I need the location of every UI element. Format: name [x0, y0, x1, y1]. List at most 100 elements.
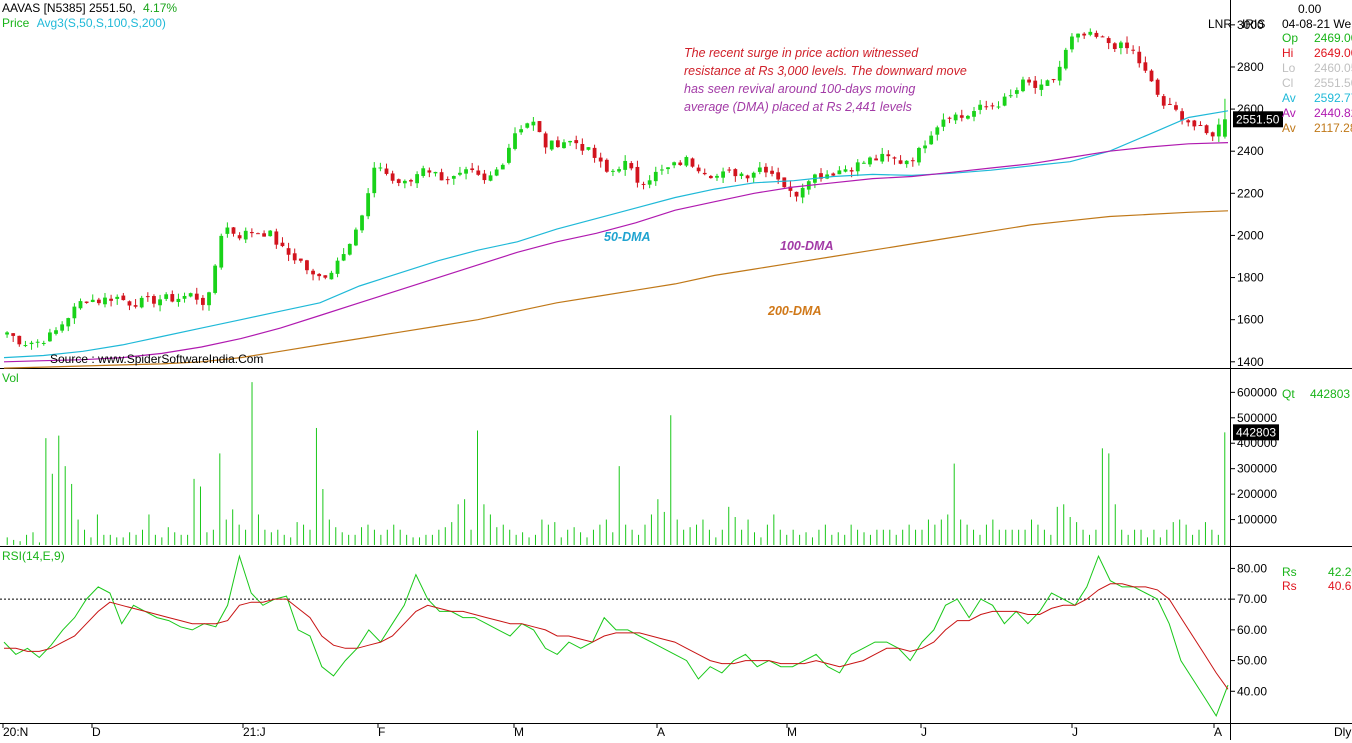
candle-body	[317, 273, 322, 277]
lnr-toggle[interactable]: LNR	[1208, 17, 1233, 31]
candle-body	[323, 275, 328, 278]
rsi-panel-label: RSI(14,E,9)	[2, 549, 65, 563]
candle-body	[592, 147, 597, 158]
candle-body	[17, 335, 22, 345]
candle-body	[1137, 51, 1142, 64]
candle-body	[1094, 32, 1099, 37]
candle-body	[188, 293, 193, 297]
candle-body	[11, 333, 16, 336]
candle-body	[482, 173, 487, 181]
candle-body	[966, 115, 970, 119]
candle-body	[158, 299, 162, 306]
candle-body	[35, 341, 40, 343]
dma100-label: 100-DMA	[780, 239, 834, 253]
candle-body	[54, 330, 58, 334]
ohlc-value: 2469.00	[1314, 31, 1352, 45]
candle-body	[48, 332, 52, 342]
price-panel	[3, 28, 1229, 369]
candle-body	[243, 230, 248, 240]
candle-body	[1216, 124, 1221, 137]
candle-body	[1039, 84, 1044, 90]
candle-body	[959, 115, 964, 118]
candle-body	[972, 111, 976, 117]
ohlc-key: Av	[1282, 91, 1296, 105]
candle-body	[1174, 105, 1178, 110]
candle-body	[953, 114, 958, 121]
candle-body	[690, 158, 695, 167]
rsi-value-1: 42.20	[1328, 565, 1352, 579]
candle-body	[194, 293, 199, 300]
rsi-y-tick-label: 70.00	[1237, 592, 1267, 606]
candle-body	[421, 168, 426, 176]
candle-body	[715, 175, 719, 178]
candle-body	[666, 167, 670, 170]
candle-body	[78, 301, 83, 309]
ohlc-value: 2649.00	[1314, 46, 1352, 60]
candle-body	[855, 162, 860, 172]
candle-body	[360, 215, 364, 231]
x-axis-tick-label: J	[1072, 725, 1078, 739]
candle-body	[109, 298, 113, 301]
candle-body	[1100, 36, 1105, 38]
candle-body	[274, 231, 279, 245]
candle-body	[843, 169, 848, 172]
source-credit: Source : www.SpiderSoftwareIndia.Com	[50, 352, 264, 366]
indicator-params: Avg3(S,50,S,100,S,200)	[36, 16, 166, 30]
candle-body	[237, 235, 242, 239]
candle-body	[641, 183, 646, 185]
interval-daily[interactable]: Dly	[1334, 725, 1352, 739]
ohlc-row-av: Av 2440.82	[1282, 106, 1352, 120]
candle-body	[133, 305, 138, 307]
candle-body	[1088, 31, 1093, 35]
ohlc-value: 2551.50	[1314, 76, 1352, 90]
candle-body	[1223, 119, 1227, 137]
candle-body	[115, 296, 120, 299]
ohlc-value: 2440.82	[1314, 106, 1352, 120]
candle-body	[201, 297, 205, 305]
rsi-key-2: Rs	[1282, 579, 1297, 593]
candle-body	[41, 342, 46, 344]
volume-qt-readout: Qt 442803	[1282, 387, 1350, 401]
candle-body	[121, 295, 126, 301]
percent-change: 4.17%	[143, 1, 178, 15]
candle-body	[935, 127, 940, 135]
candle-body	[978, 104, 983, 110]
candle-body	[1186, 120, 1191, 123]
x-axis-tick-label: 21:J	[243, 725, 266, 739]
candle-body	[139, 297, 144, 308]
date-readout: 04-08-21 We	[1282, 17, 1352, 31]
candle-body	[262, 233, 266, 237]
ohlc-row-av: Av 2592.77	[1282, 91, 1352, 105]
volume-panel-label: Vol	[2, 371, 19, 385]
last-price-tag-label: 2551.50	[1236, 112, 1280, 126]
candle-body	[745, 175, 750, 179]
candle-body	[176, 298, 181, 303]
x-axis-tick-label: M	[787, 725, 797, 739]
candle-body	[488, 175, 493, 181]
candle-body	[531, 121, 536, 126]
candle-body	[923, 145, 927, 149]
candle-body	[402, 180, 407, 184]
last-price: 2551.50,	[88, 1, 136, 15]
candle-body	[849, 170, 854, 172]
candle-body	[427, 170, 432, 173]
candle-body	[647, 180, 652, 185]
dma50-label: 50-DMA	[604, 230, 651, 244]
candle-body	[390, 173, 395, 181]
analyst-annotation: The recent surge in price action witness…	[684, 44, 1014, 116]
iris-toggle[interactable]: IRIS	[1242, 17, 1266, 31]
candle-body	[880, 153, 885, 162]
ohlc-key: Av	[1282, 121, 1296, 135]
candle-body	[494, 169, 499, 176]
volume-tag-label: 442803	[1236, 425, 1276, 439]
ohlc-key: Hi	[1282, 46, 1294, 60]
candle-body	[1198, 125, 1203, 127]
x-axis-tick-label: F	[378, 725, 385, 739]
candle-body	[549, 140, 554, 150]
candle-body	[629, 163, 634, 169]
ma-line-50-dma	[3, 110, 1229, 359]
candle-body	[396, 179, 401, 183]
candle-body	[84, 301, 89, 303]
candle-body	[476, 170, 481, 175]
